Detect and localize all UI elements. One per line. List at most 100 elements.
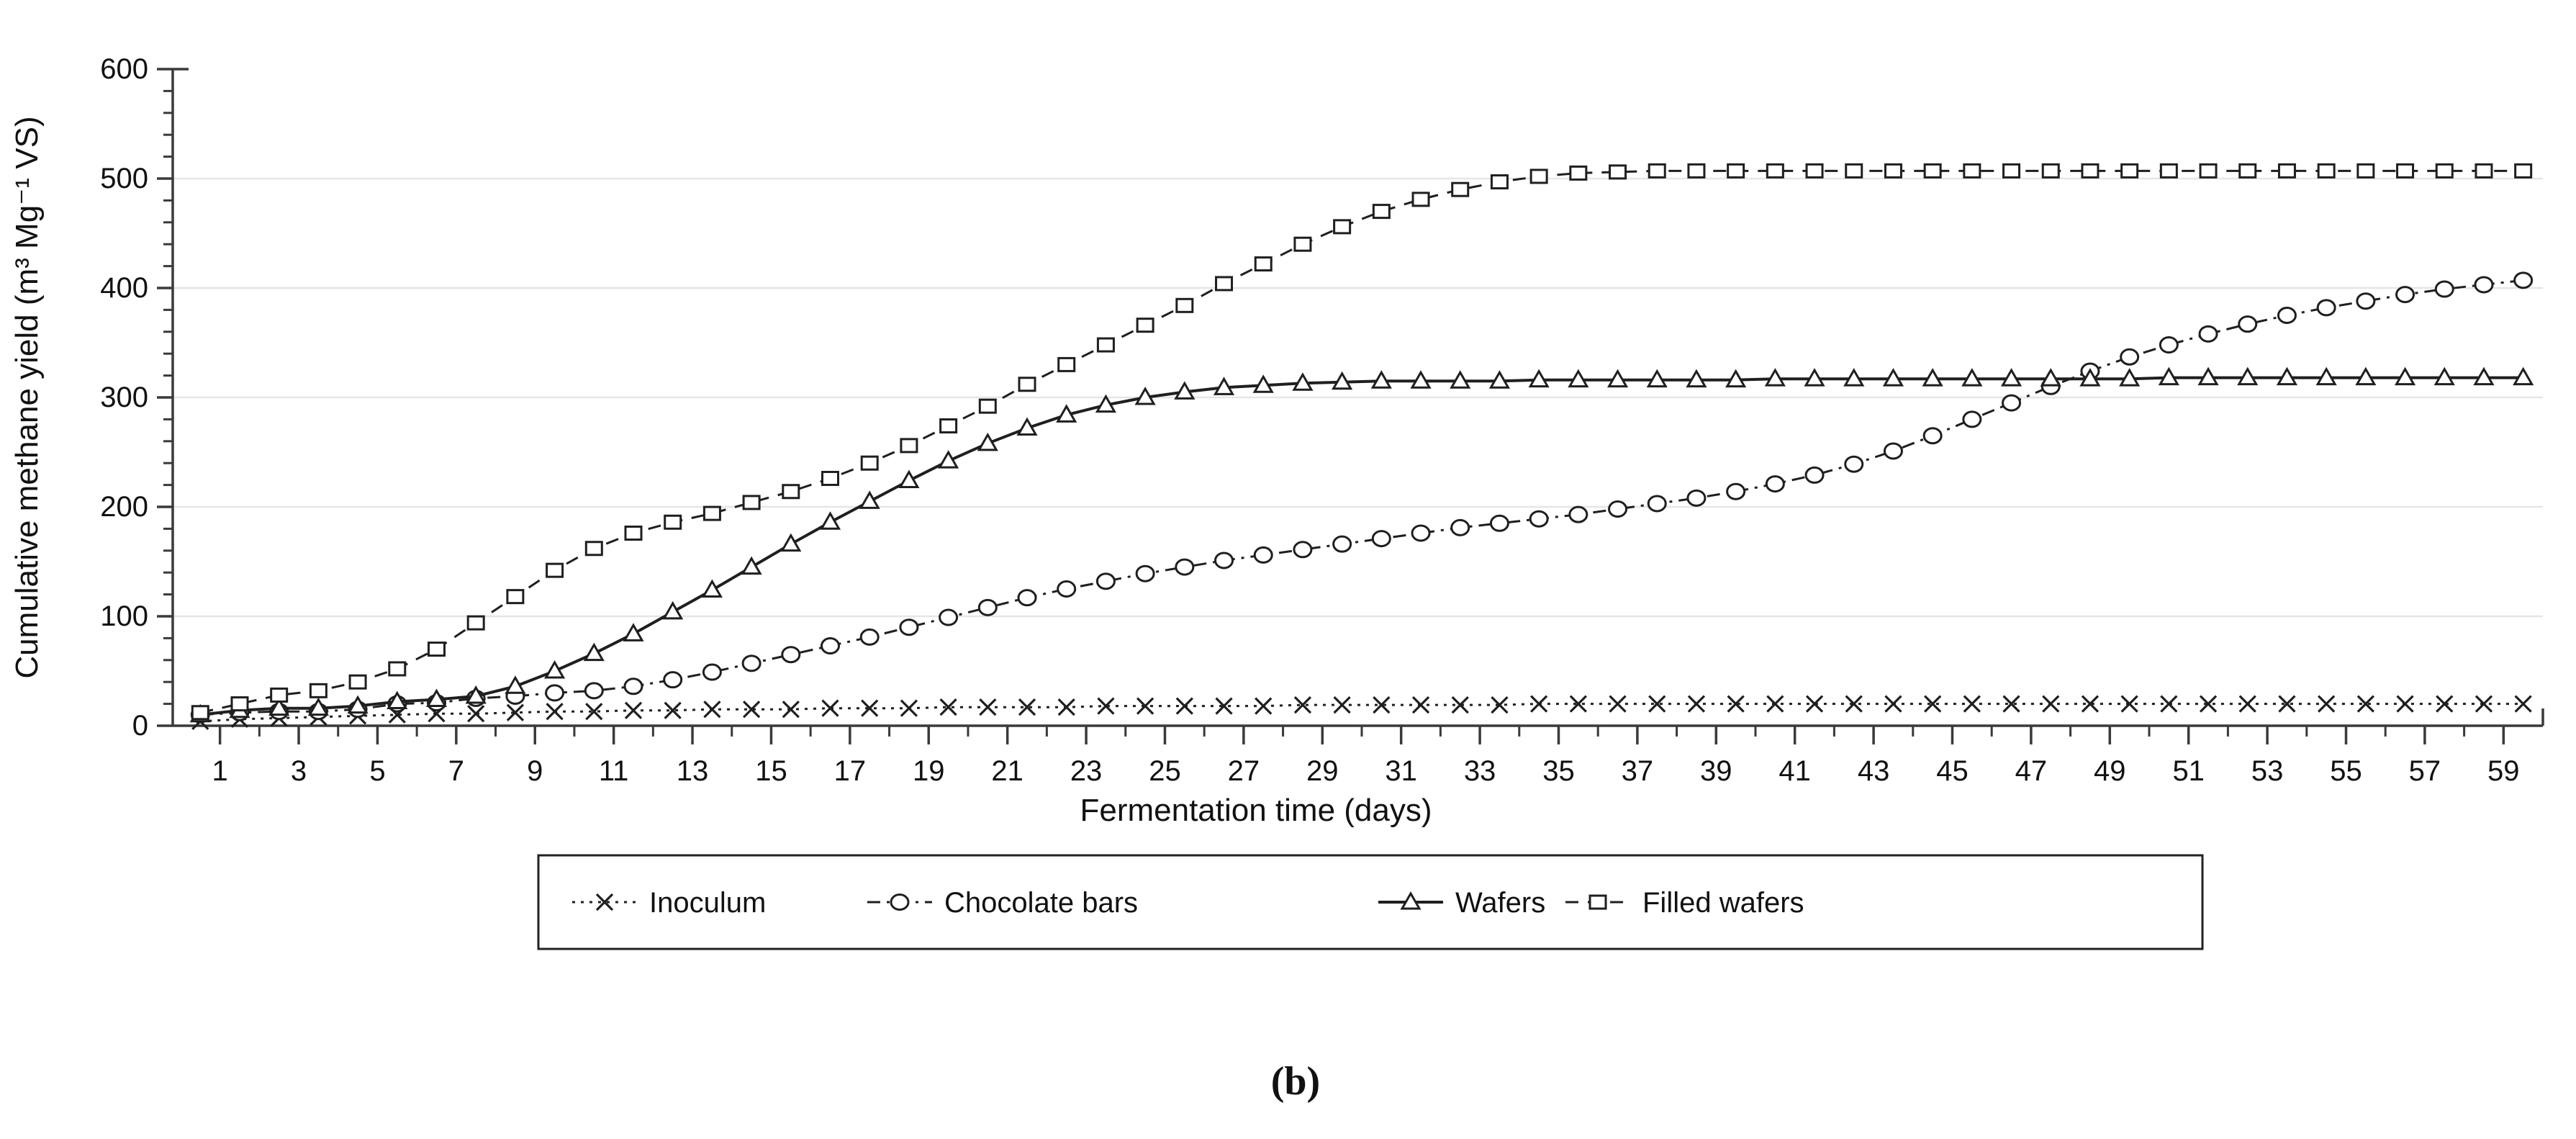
series-wafers <box>189 366 2534 723</box>
triangle-marker-icon <box>268 697 290 716</box>
x-marker-icon <box>1923 695 1942 713</box>
triangle-marker-icon <box>1528 369 1550 388</box>
circle-marker-icon <box>2356 292 2376 310</box>
x-marker-icon <box>624 701 643 719</box>
circle-marker-icon <box>899 618 919 636</box>
x-marker-icon <box>782 701 800 719</box>
triangle-marker-icon <box>1095 394 1116 413</box>
triangle-marker-icon <box>347 695 369 714</box>
square-marker-icon <box>2356 163 2375 179</box>
x-marker-icon <box>1293 695 1312 714</box>
square-marker-icon <box>2396 163 2415 179</box>
circle-marker-icon <box>1608 500 1628 518</box>
square-marker-icon <box>2120 163 2139 179</box>
triangle-marker-icon <box>1686 369 1707 388</box>
circle-marker-icon <box>2002 394 2022 412</box>
x-tick-label: 35 <box>1542 755 1575 787</box>
x-marker-icon <box>939 698 957 716</box>
triangle-marker-icon <box>2237 366 2259 386</box>
circle-marker-icon <box>821 637 841 655</box>
circle-marker-icon <box>2238 315 2258 333</box>
square-marker-icon <box>2238 163 2257 179</box>
square-marker-icon <box>1923 163 1942 179</box>
square-marker-icon <box>1293 236 1312 252</box>
square-marker-icon <box>230 696 249 712</box>
circle-marker-icon <box>1489 514 1509 532</box>
y-axis-title: Cumulative methane yield (m³ Mg⁻¹ VS) <box>9 116 45 678</box>
x-marker-icon <box>703 701 721 719</box>
triangle-marker-icon <box>2433 366 2455 386</box>
x-tick-label: 7 <box>448 755 464 787</box>
square-marker-icon <box>427 641 446 657</box>
triangle-marker-icon <box>1370 370 1392 389</box>
series-line <box>200 376 2523 716</box>
x-marker-icon <box>2396 695 2414 713</box>
x-marker-icon <box>1333 695 1351 714</box>
square-marker-icon <box>2277 163 2296 179</box>
square-marker-icon <box>2514 163 2533 179</box>
triangle-marker-icon <box>2040 368 2061 387</box>
triangle-marker-icon <box>662 600 684 620</box>
series-line <box>199 169 2523 714</box>
square-marker-icon <box>1096 337 1115 353</box>
x-marker-icon <box>1845 695 1863 713</box>
figure-caption: (b) <box>1270 1059 1321 1104</box>
circle-marker-icon <box>1293 541 1313 559</box>
square-marker-icon <box>1845 163 1863 179</box>
y-tick-label: 100 <box>100 600 148 632</box>
x-marker-icon <box>1648 695 1666 713</box>
x-tick-label: 31 <box>1385 755 1417 787</box>
series-inoculum <box>191 695 2532 731</box>
x-tick-label: 53 <box>2251 755 2284 787</box>
triangle-marker-icon <box>583 642 605 662</box>
square-marker-icon <box>1727 163 1745 179</box>
triangle-marker-icon <box>2119 368 2141 387</box>
series-chocolate-bars <box>190 271 2534 724</box>
legend-item-wafers: Wafers <box>1378 887 1545 919</box>
triangle-marker-icon <box>1213 377 1235 395</box>
triangle-marker-icon <box>505 675 526 694</box>
triangle-marker-icon <box>1174 381 1196 400</box>
x-marker-icon <box>979 698 997 716</box>
x-marker-icon <box>1373 695 1391 714</box>
circle-marker-icon <box>977 598 998 616</box>
square-marker-icon <box>2475 163 2493 179</box>
x-marker-icon <box>1687 695 1706 713</box>
x-marker-icon <box>1411 695 1430 714</box>
square-marker-icon <box>546 562 564 578</box>
triangle-marker-icon <box>425 688 448 708</box>
legend-box <box>537 854 2204 950</box>
y-tick-label: 500 <box>100 163 148 194</box>
circle-marker-icon <box>1411 524 1431 542</box>
square-marker-icon <box>1372 204 1391 220</box>
circle-marker-icon <box>2198 325 2218 343</box>
x-tick-label: 23 <box>1070 755 1103 787</box>
x-marker-icon <box>2042 695 2060 713</box>
triangle-marker-icon <box>977 432 998 451</box>
x-tick-label: 29 <box>1306 755 1339 787</box>
square-marker-icon <box>1254 256 1273 272</box>
y-ticks: 0 100 200 300 400 500 600 <box>100 53 173 742</box>
triangle-marker-icon <box>1568 369 1589 388</box>
x-marker-icon <box>1057 698 1075 716</box>
triangle-marker-icon <box>2276 366 2298 386</box>
x-tick-label: 37 <box>1622 755 1654 787</box>
circle-marker-icon <box>663 671 683 689</box>
triangle-marker-icon <box>2000 368 2023 387</box>
x-marker-icon <box>2514 695 2532 713</box>
square-marker-icon <box>1963 163 1981 179</box>
circle-marker-icon <box>2474 276 2494 294</box>
x-marker-icon <box>1097 697 1115 715</box>
circle-marker-icon <box>545 684 565 702</box>
x-tick-label: 59 <box>2487 755 2520 787</box>
square-marker-icon <box>1569 165 1588 181</box>
triangle-marker-icon <box>2355 366 2377 386</box>
triangle-marker-icon <box>1252 374 1274 393</box>
triangle-marker-icon <box>1488 370 1511 389</box>
legend-item-chocolate-bars: Chocolate bars <box>867 887 1138 919</box>
circle-marker-icon <box>2434 280 2454 298</box>
square-marker-icon <box>2159 163 2178 179</box>
square-marker-icon <box>1805 163 1824 179</box>
circle-marker-icon <box>1726 482 1746 500</box>
x-marker-icon <box>1136 697 1154 715</box>
